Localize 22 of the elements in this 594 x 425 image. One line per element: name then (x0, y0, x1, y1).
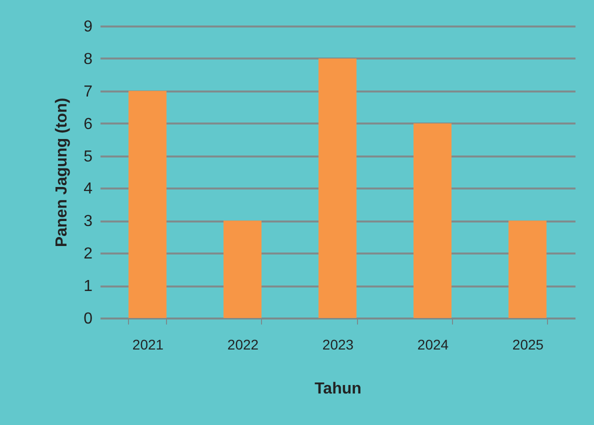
y-tick-label: 4 (84, 180, 93, 198)
y-tick-label: 0 (84, 310, 93, 328)
y-axis-title: Panen Jagung (ton) (54, 98, 71, 248)
y-tick-label: 3 (84, 213, 93, 230)
x-tick-label: 2025 (512, 336, 544, 352)
x-tick-label: 2024 (417, 336, 449, 352)
y-tick-label: 5 (84, 148, 93, 166)
y-tick-label: 7 (84, 83, 93, 100)
bar (224, 220, 262, 318)
x-tick-label: 2022 (227, 336, 259, 352)
bar (318, 58, 356, 318)
y-tick-label: 8 (84, 50, 93, 68)
x-axis-title: Tahun (314, 380, 362, 398)
bar (128, 90, 166, 318)
x-tick-label: 2021 (132, 336, 164, 352)
bar (414, 123, 452, 318)
x-tick-label: 2023 (322, 336, 354, 352)
bar (508, 220, 546, 318)
y-tick-label: 2 (84, 246, 93, 263)
y-tick-label: 9 (84, 18, 93, 36)
y-tick-label: 6 (84, 116, 93, 133)
y-tick-label: 1 (84, 278, 93, 296)
